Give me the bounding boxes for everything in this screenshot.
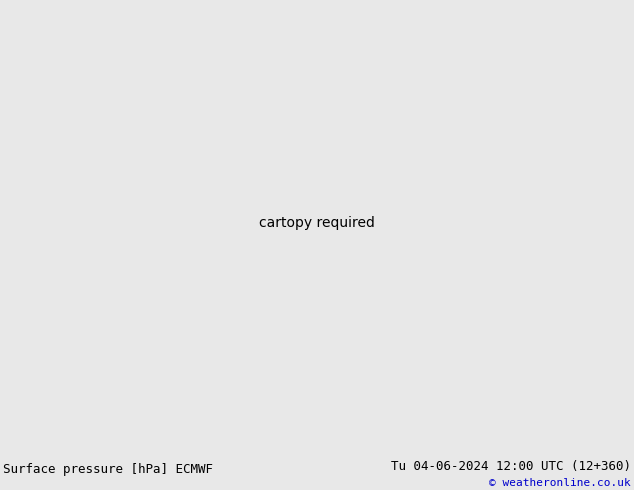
Text: Surface pressure [hPa] ECMWF: Surface pressure [hPa] ECMWF: [3, 463, 213, 476]
Text: Tu 04-06-2024 12:00 UTC (12+360): Tu 04-06-2024 12:00 UTC (12+360): [391, 460, 631, 473]
Text: cartopy required: cartopy required: [259, 216, 375, 230]
Text: © weatheronline.co.uk: © weatheronline.co.uk: [489, 478, 631, 488]
